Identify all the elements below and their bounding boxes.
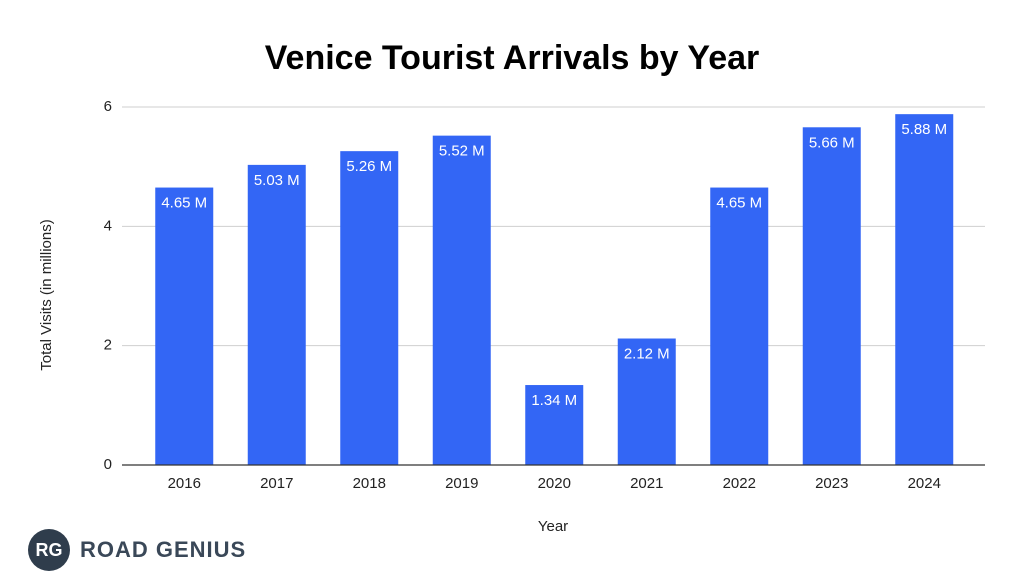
value-label: 1.34 M [531, 392, 577, 409]
chart-title: Venice Tourist Arrivals by Year [265, 39, 760, 77]
x-tick-label: 2020 [538, 475, 571, 492]
x-tick-label: 2021 [630, 475, 663, 492]
bar [617, 338, 676, 465]
y-axis-label: Total Visits (in millions) [38, 219, 55, 370]
x-tick-label: 2017 [260, 475, 293, 492]
value-label: 4.65 M [716, 195, 762, 212]
x-tick-label: 2024 [908, 475, 941, 492]
bar [432, 135, 491, 465]
x-tick-label: 2023 [815, 475, 848, 492]
logo-badge [28, 529, 70, 571]
bar [895, 114, 954, 465]
value-label: 5.88 M [901, 121, 947, 138]
value-label: 5.52 M [439, 143, 485, 160]
value-label: 2.12 M [624, 345, 670, 362]
x-tick-label: 2018 [353, 475, 386, 492]
y-tick-label: 0 [104, 456, 112, 473]
bar [525, 385, 584, 465]
logo-initials: RG [36, 540, 63, 560]
value-label: 5.03 M [254, 172, 300, 189]
value-label: 5.66 M [809, 134, 855, 151]
bar [802, 127, 861, 465]
bar [247, 164, 306, 466]
y-tick-label: 4 [104, 217, 112, 234]
x-axis-label: Year [538, 518, 568, 535]
y-tick-label: 2 [104, 337, 112, 354]
x-tick-label: 2016 [168, 475, 201, 492]
bar [710, 187, 769, 466]
bar [340, 151, 399, 466]
x-tick-label: 2019 [445, 475, 478, 492]
x-tick-label: 2022 [723, 475, 756, 492]
logo-name: ROAD GENIUS [80, 537, 246, 562]
value-label: 4.65 M [161, 195, 207, 212]
bar [155, 187, 214, 466]
y-tick-label: 6 [104, 98, 112, 115]
value-label: 5.26 M [346, 158, 392, 175]
